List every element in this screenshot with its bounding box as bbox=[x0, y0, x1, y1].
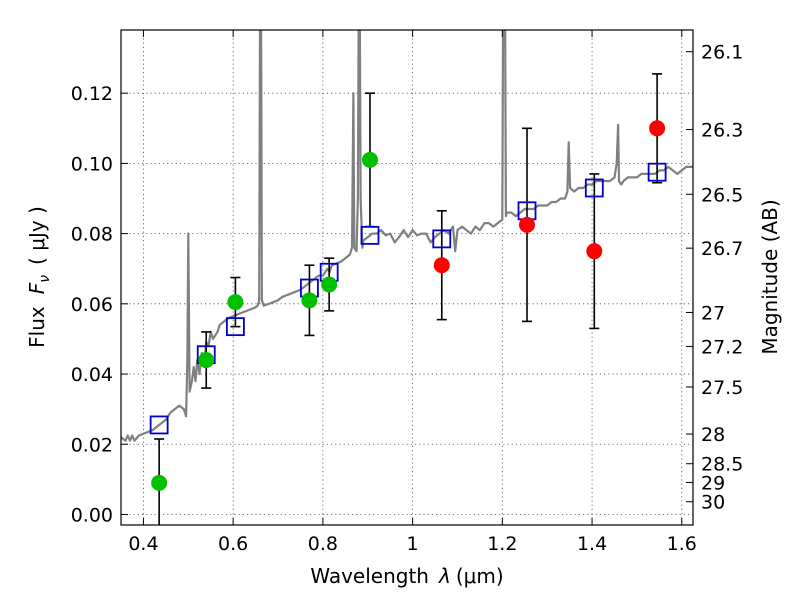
x-tick-label: 1 bbox=[407, 533, 419, 555]
observed-points bbox=[151, 120, 666, 491]
y2-tick-label: 28.5 bbox=[701, 454, 743, 476]
y-axis-label-prefix: Flux bbox=[25, 306, 49, 348]
y-tick-label: 0.04 bbox=[71, 364, 113, 386]
y2-tick-label: 27.5 bbox=[701, 377, 743, 399]
x-axis-label: Wavelength λ (μm) bbox=[310, 564, 503, 588]
y-axis-label-symbol: F bbox=[25, 282, 49, 294]
y-axis-label: Flux Fν ( μJy ) bbox=[25, 206, 53, 348]
x-tick-label: 1.6 bbox=[667, 533, 697, 555]
y-axis-ticks: 0.00 0.02 0.04 0.06 0.08 0.10 0.12 bbox=[71, 83, 128, 526]
observed-point bbox=[151, 474, 168, 491]
y2-tick-label: 26.7 bbox=[701, 238, 743, 260]
model-photometry-square bbox=[584, 178, 604, 198]
observed-point bbox=[321, 276, 338, 293]
x-tick-label: 0.6 bbox=[218, 533, 248, 555]
observed-point bbox=[433, 257, 450, 274]
plot-frame bbox=[120, 29, 694, 526]
y-tick-label: 0.12 bbox=[71, 83, 113, 105]
y2-tick-label: 29 bbox=[701, 472, 725, 494]
y-tick-label: 0.02 bbox=[71, 434, 113, 456]
model-photometry-square bbox=[149, 415, 169, 435]
y-tick-label: 0.00 bbox=[71, 504, 113, 526]
y2-tick-label: 28 bbox=[701, 424, 725, 446]
y-tick-label: 0.10 bbox=[71, 153, 113, 175]
observed-point bbox=[649, 120, 666, 137]
observed-point bbox=[586, 243, 603, 260]
x-axis-label-prefix: Wavelength bbox=[310, 564, 429, 588]
x-axis-ticks: 0.4 0.6 0.8 1 1.2 1.4 1.6 bbox=[128, 30, 697, 555]
x-tick-label: 0.4 bbox=[128, 533, 158, 555]
y2-tick-label: 27 bbox=[701, 302, 725, 324]
observed-point bbox=[227, 294, 244, 311]
y2-tick-label: 26.3 bbox=[701, 120, 743, 142]
y-tick-label: 0.06 bbox=[71, 294, 113, 316]
x-axis-label-unit: (μm) bbox=[456, 564, 504, 588]
model-photometry-square bbox=[647, 162, 667, 182]
x-tick-label: 1.4 bbox=[577, 533, 607, 555]
x-axis-label-symbol: λ bbox=[438, 564, 451, 588]
y-tick-label: 0.08 bbox=[71, 224, 113, 246]
y-axis-label-unit: ( μJy ) bbox=[25, 206, 49, 265]
y2-axis-label: Magnitude (AB) bbox=[758, 199, 782, 354]
x-tick-label: 1.2 bbox=[487, 533, 517, 555]
model-photometry-square bbox=[432, 229, 452, 249]
model-photometry-square bbox=[225, 317, 245, 337]
y2-tick-label: 26.1 bbox=[701, 42, 743, 64]
observed-point bbox=[361, 151, 378, 168]
observed-point bbox=[519, 216, 536, 233]
observed-point bbox=[198, 352, 215, 368]
y2-tick-label: 30 bbox=[701, 492, 725, 514]
x-tick-label: 0.8 bbox=[308, 533, 338, 555]
y-axis-label-sub: ν bbox=[37, 275, 53, 283]
y2-tick-label: 26.5 bbox=[701, 184, 743, 206]
plot-area bbox=[121, 30, 693, 525]
y2-tick-label: 27.2 bbox=[701, 336, 743, 358]
model-photometry-square bbox=[360, 225, 380, 245]
observed-point bbox=[301, 292, 318, 309]
